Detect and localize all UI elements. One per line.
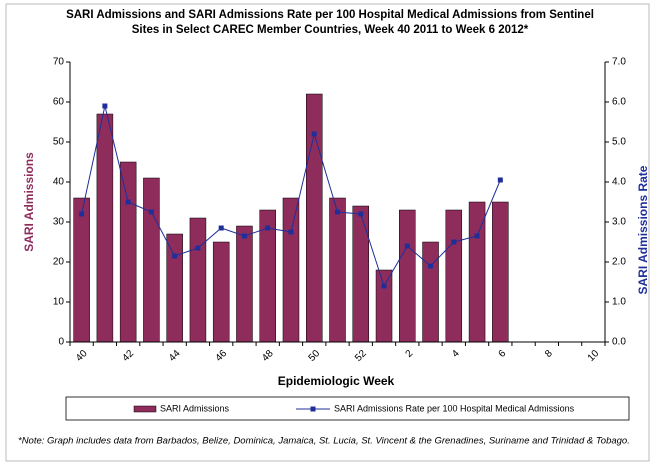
x-tick-label: 2: [404, 348, 416, 360]
x-tick-label: 8: [543, 348, 555, 360]
bar: [422, 241, 439, 343]
x-tick-label: 4: [450, 348, 462, 360]
note: *Note: Graph includes data from Barbados…: [18, 436, 630, 447]
x-tick-label: 10: [586, 348, 602, 364]
rate-marker: [172, 253, 178, 259]
y-tick-label: 50: [53, 137, 65, 148]
y-tick-label: 0: [58, 337, 64, 348]
rate-marker: [451, 239, 457, 245]
x-tick-label: 42: [120, 348, 136, 364]
rate-marker: [428, 263, 434, 269]
rate-marker: [381, 283, 387, 289]
x-tick-label: 46: [214, 348, 230, 364]
legend-box: [65, 396, 630, 421]
chart-title: SARI Admissions and SARI Admissions Rate…: [66, 9, 594, 36]
bar: [352, 205, 370, 343]
legend-label: SARI Admissions: [160, 403, 230, 413]
y2-tick-label: 1.0: [612, 297, 626, 308]
bar: [305, 93, 323, 343]
bar: [492, 201, 509, 343]
rate-marker: [218, 225, 224, 231]
bar: [329, 197, 346, 343]
rate-marker: [288, 229, 294, 235]
bar: [375, 269, 393, 343]
y2-tick-label: 0.0: [612, 337, 626, 348]
rate-marker: [241, 233, 247, 239]
rate-marker: [102, 103, 108, 109]
bar: [212, 241, 230, 343]
rate-marker: [195, 245, 201, 251]
y2-axis-title: SARI Admissions Rate: [636, 165, 650, 294]
legend-label: SARI Admissions Rate per 100 Hospital Me…: [334, 403, 575, 413]
bar: [166, 233, 183, 343]
chart-frame: [5, 3, 650, 462]
y-tick-label: 70: [53, 57, 65, 68]
y-axis-title: SARI Admissions: [22, 152, 36, 252]
bar: [282, 197, 300, 343]
y-tick-label: 30: [53, 217, 65, 228]
legend-swatch: [133, 405, 157, 413]
y-tick-label: 60: [53, 97, 65, 108]
x-tick-label: 44: [167, 348, 183, 364]
y2-tick-label: 2.0: [612, 257, 626, 268]
rate-marker: [358, 211, 364, 217]
y2-tick-label: 6.0: [612, 97, 626, 108]
rate-marker: [148, 209, 154, 215]
bar: [399, 209, 416, 343]
y-tick-label: 20: [53, 257, 65, 268]
x-tick-label: 50: [307, 348, 323, 364]
bar: [236, 225, 253, 343]
x-tick-label: 48: [260, 348, 276, 364]
bar: [96, 113, 114, 343]
y2-tick-label: 7.0: [612, 57, 626, 68]
bar: [445, 209, 463, 343]
rate-marker: [311, 131, 317, 137]
x-axis-title: Epidemiologic Week: [278, 374, 395, 388]
rate-marker: [474, 233, 480, 239]
bar: [119, 161, 137, 343]
rate-marker: [79, 211, 85, 217]
x-tick-label: 52: [353, 348, 369, 364]
rate-marker: [265, 225, 271, 231]
x-tick-label: 6: [497, 348, 509, 360]
y2-tick-label: 5.0: [612, 137, 626, 148]
rate-marker: [125, 199, 131, 205]
rate-marker: [335, 209, 340, 215]
y2-tick-label: 4.0: [612, 177, 626, 188]
y-tick-label: 40: [53, 177, 65, 188]
bar: [189, 217, 207, 343]
y-tick-label: 10: [53, 297, 65, 308]
rate-marker: [404, 243, 410, 249]
bar: [143, 177, 160, 343]
y2-tick-label: 3.0: [612, 217, 626, 228]
bar: [73, 197, 90, 343]
rate-marker: [497, 177, 503, 183]
x-tick-label: 40: [74, 348, 90, 364]
legend-marker: [310, 406, 316, 412]
